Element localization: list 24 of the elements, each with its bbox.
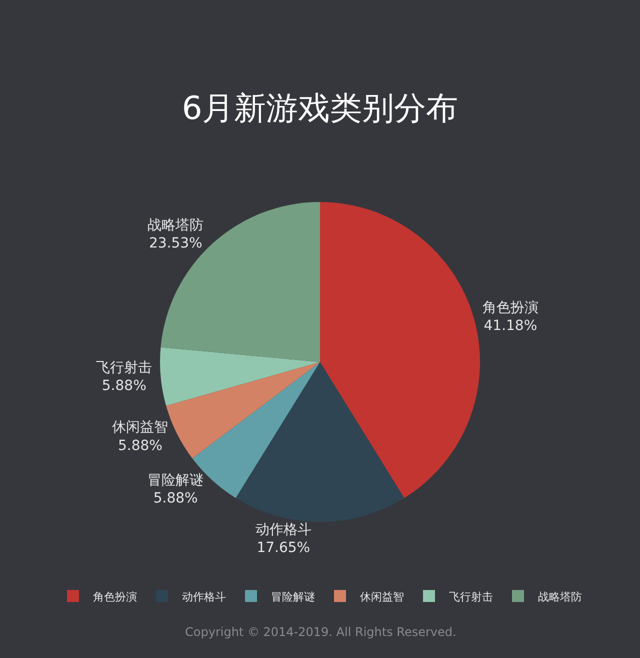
pie-slice <box>320 202 480 498</box>
data-label: 17.65% <box>256 540 310 556</box>
text: Copyright © 2014-2019. All Rights Reserved. <box>185 625 456 639</box>
data-label: 5.88% <box>118 438 162 454</box>
legend-label: 飞行射击 <box>449 590 493 604</box>
data-label: 5.88% <box>102 378 146 394</box>
data-label: 41.18% <box>484 318 538 334</box>
legend-label: 休闲益智 <box>360 590 404 604</box>
legend-label: 冒险解谜 <box>271 590 315 604</box>
data-label: 5.88% <box>153 490 198 507</box>
slice-label: 休闲益智 <box>112 420 168 436</box>
legend-label: 战略塔防 <box>538 590 582 604</box>
slice-label: 动作格斗 <box>255 522 312 538</box>
slice-label: 飞行射击 <box>96 360 152 376</box>
pie-slice <box>166 362 320 458</box>
legend-label: 动作格斗 <box>182 590 226 604</box>
slice-label: 角色扮演 <box>482 300 538 316</box>
chart-title: 6月新游戏类别分布 <box>182 89 458 128</box>
slice-label: 战略塔防 <box>148 217 204 234</box>
pie-slice <box>160 347 320 406</box>
pie-slice <box>236 362 404 522</box>
data-label: 23.53% <box>148 236 202 252</box>
legend-label: 角色扮演 <box>93 590 137 604</box>
slice-label: 冒险解谜 <box>148 472 204 488</box>
